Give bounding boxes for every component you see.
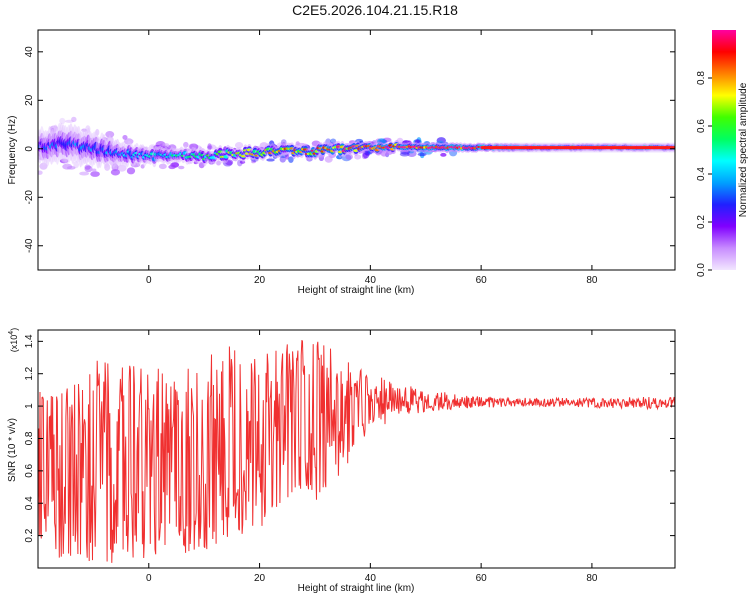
spectrogram-y-tick-label: 0 <box>24 146 35 152</box>
spectrogram-cell <box>110 169 121 176</box>
spectrogram-cell <box>324 155 333 163</box>
spectrogram-y-tick-label: -20 <box>24 190 35 205</box>
spectrogram-cell <box>90 171 100 177</box>
spectrogram-x-tick-label: 60 <box>476 275 488 286</box>
snr-x-tick-label: 20 <box>254 573 266 584</box>
spectrogram-x-label: Height of straight line (km) <box>298 285 415 296</box>
snr-series-line <box>38 339 675 563</box>
spectrogram-x-tick-label: 0 <box>146 275 152 286</box>
colorbar-tick-label: 0.4 <box>696 167 707 181</box>
spectrogram-cell <box>59 117 66 125</box>
spectrogram-y-ticks: -40 -20 0 20 40 <box>24 46 675 253</box>
snr-x-ticks: 0 20 40 60 80 <box>146 330 598 584</box>
spectrogram-frame <box>37 29 676 271</box>
spectrogram-cell <box>38 170 43 175</box>
spectrogram-cell <box>361 153 368 160</box>
spectrogram-x-tick-label: 20 <box>254 275 266 286</box>
spectrogram-cell <box>171 161 179 168</box>
spectrogram-cell <box>234 142 244 149</box>
snr-y-multiplier-base: (x10 <box>9 335 19 353</box>
spectrogram-cell <box>251 160 256 164</box>
snr-y-multiplier-close: ) <box>9 328 19 331</box>
colorbar-ticks: 0.0 0.2 0.4 0.6 0.8 <box>696 71 712 277</box>
spectrogram-cell <box>79 171 90 176</box>
colorbar-tick-label: 0.0 <box>696 263 707 277</box>
spectrogram-y-tick-label: 40 <box>24 46 35 58</box>
snr-y-tick-label: 1 <box>24 403 35 409</box>
spectrogram-cell <box>105 131 115 138</box>
spectrogram-cell <box>216 160 221 166</box>
snr-frame <box>37 329 676 569</box>
snr-y-ticks: 0.2 0.4 0.6 0.8 1 1.2 1.4 <box>24 334 675 543</box>
snr-x-tick-label: 0 <box>146 573 152 584</box>
colorbar-label: Normalized spectral amplitude <box>738 82 749 217</box>
snr-x-tick-label: 80 <box>586 573 598 584</box>
snr-y-tick-label: 1.2 <box>24 366 35 380</box>
spectrogram-cell <box>66 166 76 170</box>
spectrogram-cell <box>399 152 410 157</box>
snr-y-tick-label: 1.4 <box>24 334 35 348</box>
spectrogram-cell <box>84 165 93 173</box>
snr-y-tick-label: 0.4 <box>24 496 35 510</box>
spectrogram-cell <box>162 143 170 147</box>
snr-x-label: Height of straight line (km) <box>298 583 415 594</box>
spectrogram-cell <box>440 152 447 157</box>
snr-y-multiplier-exp: 4 <box>8 331 15 335</box>
spectrogram-cell <box>288 156 294 163</box>
snr-y-tick-label: 0.6 <box>24 463 35 477</box>
spectrogram-y-tick-label: -40 <box>24 238 35 253</box>
spectrogram-cell <box>178 165 185 170</box>
spectrogram-cell <box>266 158 275 162</box>
spectrogram-panel: 0 20 40 60 80 -40 -20 0 20 40 Height of straight… <box>7 29 676 296</box>
spectrogram-cell <box>73 160 80 169</box>
spectrogram-cell <box>84 164 91 170</box>
spectrogram-x-ticks: 0 20 40 60 80 <box>146 30 598 286</box>
spectrogram-cell <box>417 152 427 157</box>
spectrogram-heat <box>38 116 675 177</box>
spectrogram-cell <box>237 159 243 167</box>
spectrogram-cell <box>168 164 176 170</box>
snr-y-tick-label: 0.2 <box>24 528 35 542</box>
snr-y-tick-label: 0.8 <box>24 431 35 445</box>
spectrogram-cell <box>158 163 167 170</box>
spectrogram-cell <box>126 167 136 175</box>
snr-panel: 0 20 40 60 80 0.2 0.4 0.6 0.8 1 1.2 1.4 Height of … <box>7 328 676 594</box>
snr-x-tick-label: 40 <box>365 573 377 584</box>
spectrogram-cell <box>64 119 74 123</box>
spectrogram-cell <box>92 168 97 173</box>
spectrogram-x-tick-label: 80 <box>586 275 598 286</box>
spectrogram-cell <box>122 134 128 140</box>
colorbar-tick-label: 0.2 <box>696 215 707 229</box>
snr-x-tick-label: 60 <box>476 573 488 584</box>
colorbar-tick-label: 0.6 <box>696 119 707 133</box>
spectrogram-x-tick-label: 40 <box>365 275 377 286</box>
spectrogram-cell <box>436 137 446 144</box>
spectrogram-y-label: Frequency (Hz) <box>7 116 18 185</box>
colorbar-gradient <box>712 30 736 270</box>
snr-y-multiplier: (x104) <box>8 328 19 352</box>
spectrogram-y-tick-label: 20 <box>24 94 35 106</box>
colorbar-tick-label: 0.8 <box>696 71 707 85</box>
colorbar: 0.0 0.2 0.4 0.6 0.8 Normalized spectral ampl… <box>696 30 749 277</box>
spectrogram-cell <box>207 144 217 150</box>
spectrogram-cell <box>345 153 353 160</box>
snr-y-label: SNR (10 * v/v) <box>7 418 18 482</box>
figure-title: C2E5.2026.104.21.15.R18 <box>292 2 458 18</box>
spectrogram-cell <box>71 116 77 123</box>
